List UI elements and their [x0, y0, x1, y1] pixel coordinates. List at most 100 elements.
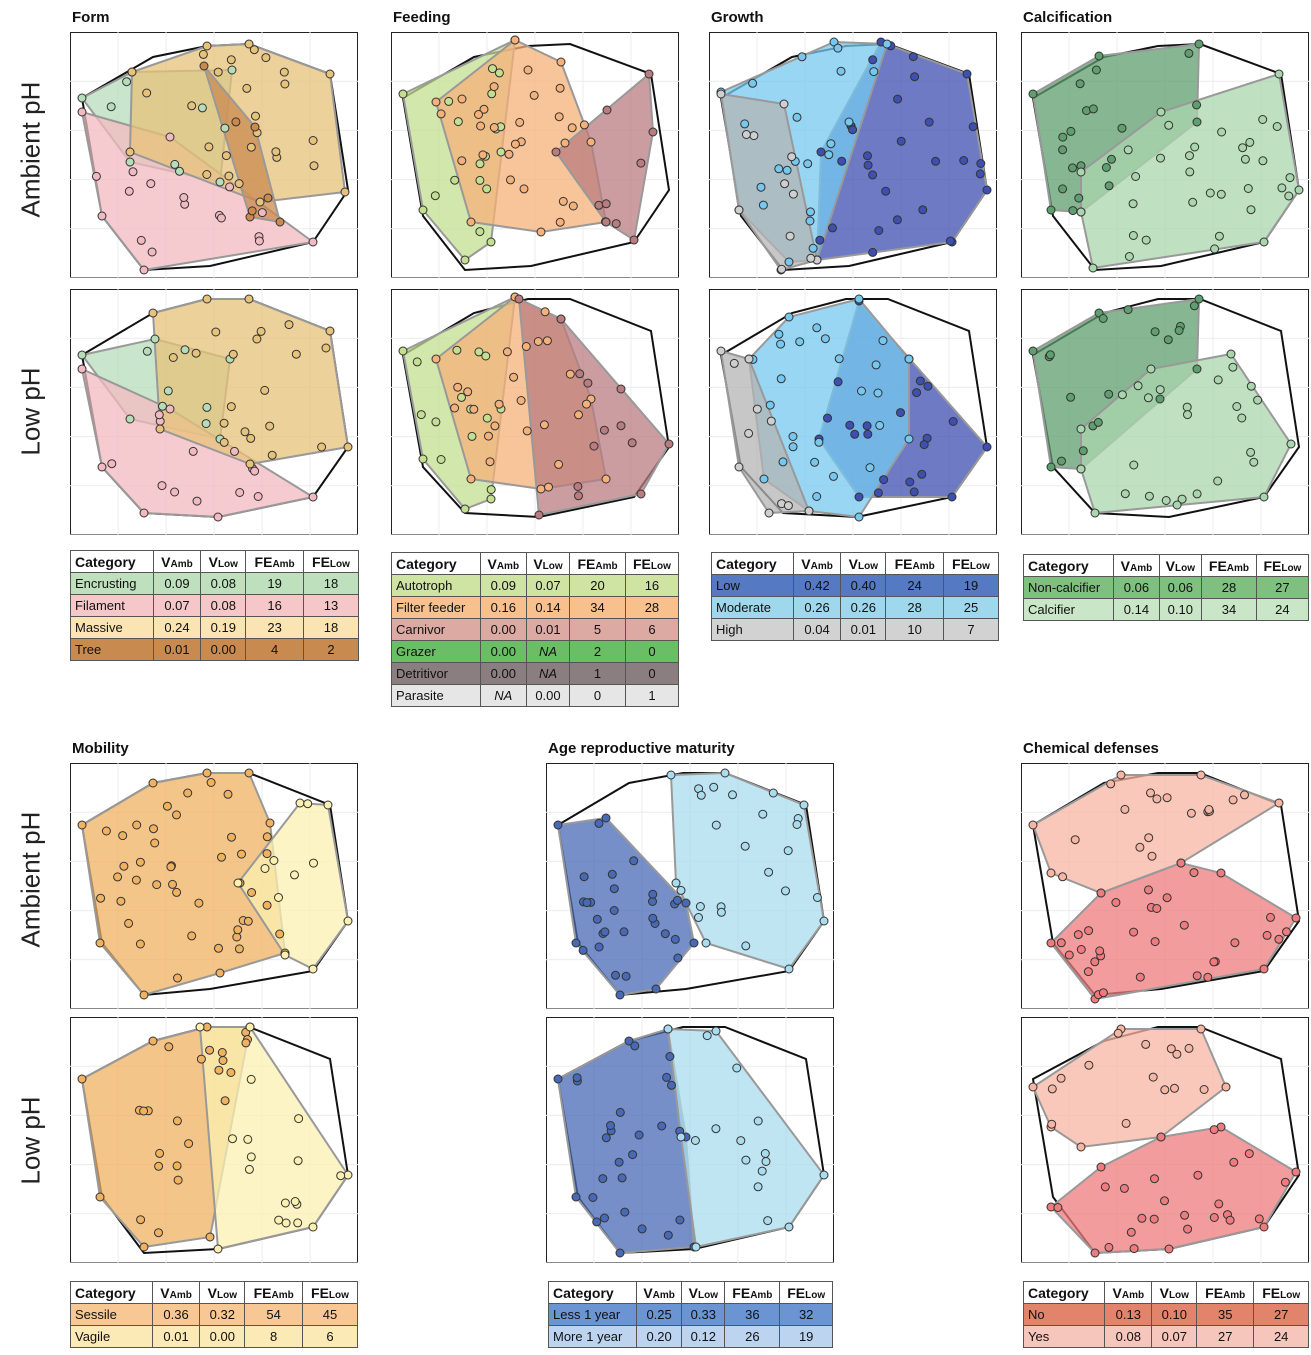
species-point — [107, 459, 117, 469]
species-point — [1246, 205, 1256, 215]
species-point — [261, 53, 271, 63]
species-point — [529, 90, 539, 100]
cell-fe-low: 6 — [624, 618, 680, 641]
species-point — [196, 1054, 206, 1064]
cell-v-amb: 0.06 — [1113, 576, 1160, 599]
species-point — [220, 1096, 230, 1106]
category-hull — [554, 71, 655, 242]
cell-fe-low: 0 — [624, 640, 680, 663]
species-point — [274, 1215, 284, 1225]
species-point — [621, 971, 631, 981]
species-point — [1123, 145, 1133, 155]
species-point — [1084, 926, 1094, 936]
species-point — [572, 1073, 582, 1083]
species-point — [568, 201, 578, 211]
species-point — [1047, 1084, 1057, 1094]
species-point — [97, 462, 107, 472]
species-point — [340, 187, 350, 197]
species-point — [869, 67, 879, 77]
species-point — [868, 55, 878, 65]
species-point — [644, 69, 654, 79]
species-point — [244, 39, 254, 49]
species-point — [201, 419, 211, 429]
species-point — [787, 152, 797, 162]
species-point — [1228, 362, 1238, 372]
cell-v-amb: 0.09 — [479, 574, 527, 597]
cell-v-amb: 0.20 — [635, 1325, 683, 1348]
species-point — [116, 896, 126, 906]
species-point — [1076, 945, 1086, 954]
species-point — [271, 147, 281, 157]
cell-fe-amb: 1 — [569, 662, 626, 685]
species-point — [768, 788, 778, 798]
species-point — [1266, 912, 1275, 922]
calcification-table: Category VAmb VLow FEAmb FELow Non-calcifier 0… — [1022, 554, 1310, 621]
species-point — [536, 227, 546, 237]
species-point — [1155, 385, 1165, 395]
species-point — [194, 898, 204, 908]
header-fe-amb: FEAmb — [724, 1281, 781, 1304]
species-point — [828, 223, 837, 233]
species-point — [740, 841, 750, 851]
panel-title-calcification: Calcification — [1023, 9, 1113, 26]
species-point — [544, 482, 553, 492]
species-point — [609, 906, 619, 915]
table-header-row: Category VAmb VLow FEAmb FELow — [711, 552, 1000, 575]
species-point — [1053, 1203, 1063, 1212]
species-point — [1076, 167, 1086, 177]
species-point — [1286, 439, 1296, 449]
cell-category: Parasite — [391, 684, 481, 707]
species-point — [482, 184, 492, 194]
species-point — [753, 1116, 763, 1126]
species-point — [575, 369, 585, 379]
species-point — [729, 358, 739, 368]
cell-v-low: 0.33 — [681, 1303, 726, 1326]
cell-v-amb: 0.01 — [152, 638, 202, 661]
species-point — [1120, 804, 1130, 814]
species-point — [1144, 491, 1154, 501]
species-point — [251, 111, 260, 121]
species-point — [736, 1136, 746, 1146]
species-point — [1076, 1142, 1086, 1152]
category-hull — [198, 1026, 350, 1251]
cell-fe-amb: 28 — [1201, 576, 1257, 599]
feeding-table: Category VAmb VLow FEAmb FELow Autotroph 0.09 0… — [391, 552, 680, 707]
category-hull — [719, 349, 811, 515]
species-point — [806, 207, 815, 217]
species-point — [509, 372, 519, 382]
species-point — [226, 55, 236, 65]
cell-category: Less 1 year — [548, 1303, 637, 1326]
species-point — [247, 888, 257, 897]
header-category: Category — [70, 1281, 153, 1304]
species-point — [430, 191, 440, 201]
cell-fe-low: 7 — [942, 618, 1000, 641]
table-header-row: Category VAmb VLow FEAmb FELow — [70, 1281, 359, 1304]
species-point — [606, 1121, 615, 1130]
cell-v-low: 0.32 — [199, 1303, 246, 1326]
species-point — [260, 864, 270, 873]
species-point — [1076, 424, 1086, 434]
species-point — [243, 1134, 253, 1144]
species-point — [1028, 1082, 1038, 1092]
species-point — [175, 166, 184, 176]
header-v-amb: VAmb — [1113, 554, 1160, 577]
species-point — [246, 142, 256, 152]
species-point — [489, 82, 499, 92]
species-point — [128, 167, 138, 177]
species-point — [514, 294, 524, 304]
species-point — [325, 326, 335, 336]
header-v-low: VLow — [525, 552, 571, 575]
species-point — [819, 1170, 829, 1180]
species-point — [1188, 197, 1198, 207]
species-point — [460, 255, 470, 265]
species-point — [1225, 1215, 1235, 1225]
species-point — [165, 132, 175, 142]
species-point — [1073, 930, 1083, 940]
cell-category: Yes — [1022, 1325, 1106, 1348]
header-v-amb: VAmb — [792, 552, 842, 575]
species-point — [1176, 858, 1186, 868]
species-point — [118, 831, 128, 841]
species-point — [923, 381, 933, 391]
header-v-amb: VAmb — [152, 550, 202, 573]
species-point — [280, 79, 290, 89]
